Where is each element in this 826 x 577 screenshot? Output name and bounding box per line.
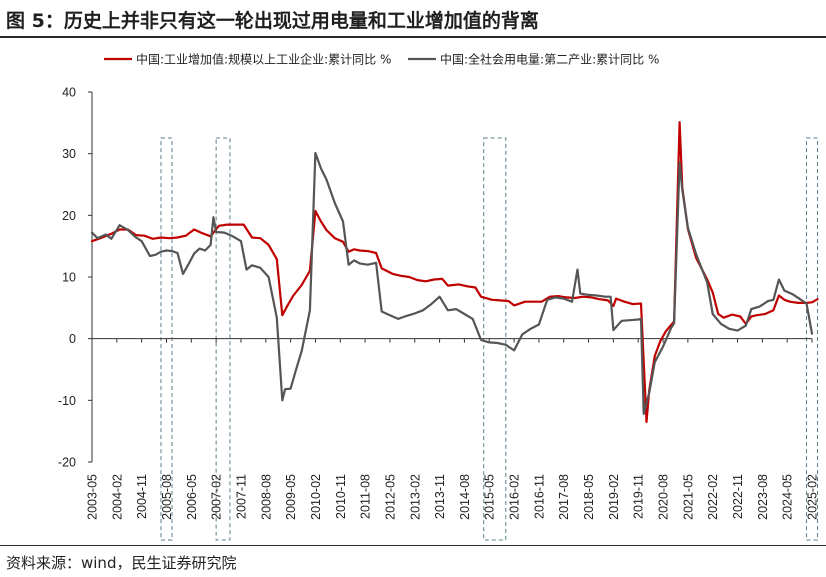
- x-tick-label: 2012-05: [383, 474, 397, 520]
- legend-label-0: 中国:工业增加值:规模以上工业企业:累计同比 %: [136, 52, 391, 67]
- x-tick-label: 2024-05: [781, 474, 795, 520]
- x-tick-label: 2006-05: [185, 474, 199, 520]
- x-tick-label: 2018-05: [582, 474, 596, 520]
- x-tick-label: 2009-05: [284, 474, 298, 520]
- source-note: 资料来源：wind，民生证券研究院: [6, 554, 237, 572]
- x-tick-label: 2003-05: [86, 474, 100, 520]
- x-tick-label: 2023-08: [756, 474, 770, 520]
- x-tick-label: 2007-11: [234, 474, 248, 519]
- series-line-0: [90, 121, 819, 423]
- x-tick-label: 2010-11: [334, 474, 348, 519]
- x-tick-label: 2013-02: [408, 474, 422, 520]
- y-tick-label: 10: [62, 271, 76, 285]
- line-chart: -20 -10 0 10 20 30 40 2003-05 2004-02 2004-11 2005…: [58, 52, 820, 541]
- x-tick-label: 2022-11: [731, 474, 745, 519]
- x-tick-label: 2025-02: [806, 474, 820, 520]
- legend-label-1: 中国:全社会用电量:第二产业:累计同比 %: [440, 52, 659, 67]
- title-rule: [0, 36, 826, 38]
- x-tick-label: 2019-11: [632, 474, 646, 519]
- footer-rule: [0, 545, 826, 546]
- series-lines: [90, 121, 819, 423]
- y-tick-label: 0: [69, 332, 76, 346]
- x-tick-label: 2014-08: [458, 474, 472, 520]
- x-tick-label: 2011-08: [359, 474, 373, 519]
- x-tick-label: 2016-11: [532, 474, 546, 519]
- x-tick-label: 2008-08: [259, 474, 273, 520]
- x-tick-label: 2004-02: [110, 474, 124, 520]
- y-tick-label: 20: [62, 209, 76, 223]
- y-tick-label: -10: [58, 394, 76, 408]
- legend: 中国:工业增加值:规模以上工业企业:累计同比 % 中国:全社会用电量:第二产业:累…: [104, 52, 659, 67]
- chart-title: 图 5：历史上并非只有这一轮出现过用电量和工业增加值的背离: [6, 10, 539, 32]
- x-tick-label: 2005-08: [160, 474, 174, 520]
- axes: -20 -10 0 10 20 30 40 2003-05 2004-02 2004-11 2005…: [58, 86, 820, 520]
- y-tick-label: 30: [62, 147, 76, 161]
- x-tick-label: 2021-05: [681, 474, 695, 520]
- x-tick-label: 2020-08: [657, 474, 671, 520]
- x-tick-label: 2010-02: [309, 474, 323, 520]
- x-tick-label: 2013-11: [433, 474, 447, 519]
- x-tick-label: 2022-02: [706, 474, 720, 520]
- x-tick-label: 2015-05: [483, 474, 497, 520]
- x-tick-label: 2007-02: [210, 474, 224, 520]
- series-line-1: [90, 151, 814, 415]
- x-tick-label: 2004-11: [135, 474, 149, 519]
- x-tick-label: 2017-08: [557, 474, 571, 520]
- x-tick-label: 2019-02: [607, 474, 621, 520]
- y-tick-label: 40: [62, 86, 76, 100]
- y-tick-label: -20: [58, 456, 76, 470]
- x-tick-label: 2016-02: [508, 474, 522, 520]
